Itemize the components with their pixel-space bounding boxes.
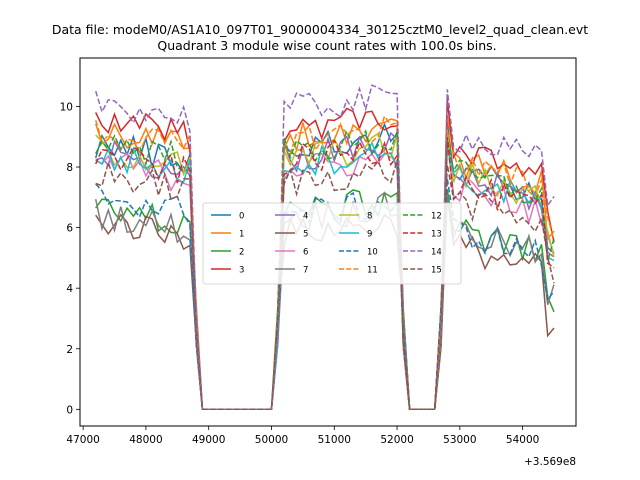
legend-label-12: 12 <box>431 212 442 222</box>
x-axis: 47000 48000 49000 50000 51000 52000 53000 54000 <box>66 426 539 446</box>
x-tick-label: 47000 <box>66 434 99 446</box>
x-offset-label: +3.569e8 <box>524 456 576 468</box>
x-tick-label: 49000 <box>192 434 225 446</box>
series-line-12 <box>95 129 555 411</box>
legend-label-4: 4 <box>303 212 308 222</box>
series-line-3 <box>95 99 555 411</box>
series-line-11 <box>94 114 555 411</box>
legend-label-1: 1 <box>239 230 244 240</box>
legend-label-3: 3 <box>239 266 244 276</box>
y-tick-label: 8 <box>66 162 73 174</box>
legend-label-14: 14 <box>431 248 442 258</box>
plot-frame <box>79 57 577 427</box>
series-line-9 <box>95 141 555 411</box>
legend-label-7: 7 <box>303 266 308 276</box>
legend-label-11: 11 <box>367 266 378 276</box>
legend-box <box>202 202 462 285</box>
y-tick-label: 4 <box>66 283 73 295</box>
legend-label-9: 9 <box>367 230 372 240</box>
legend-label-2: 2 <box>239 248 244 258</box>
chart-title: Quadrant 3 module wise count rates with … <box>157 38 496 53</box>
y-tick-label: 6 <box>66 223 73 235</box>
legend-label-13: 13 <box>431 230 442 240</box>
y-tick-label: 0 <box>66 404 73 416</box>
legend-label-10: 10 <box>367 248 378 258</box>
legend-label-15: 15 <box>431 266 442 276</box>
y-axis: 0 2 4 6 8 10 <box>60 101 80 416</box>
series-line-6 <box>95 138 555 411</box>
x-tick-label: 51000 <box>318 434 351 446</box>
series-line-10 <box>95 178 555 411</box>
legend-label-0: 0 <box>239 212 244 222</box>
y-tick-label: 2 <box>66 344 73 356</box>
x-tick-label: 48000 <box>129 434 162 446</box>
figure-suptitle: Data file: modeM0/AS1A10_097T01_90000043… <box>52 22 588 37</box>
plot-lines <box>94 84 555 411</box>
x-tick-label: 52000 <box>380 434 413 446</box>
legend-label-8: 8 <box>367 212 372 222</box>
legend-label-5: 5 <box>303 230 308 240</box>
x-tick-label: 54000 <box>506 434 539 446</box>
y-tick-label: 10 <box>60 101 73 113</box>
series-line-14 <box>94 84 555 411</box>
x-tick-label: 50000 <box>255 434 288 446</box>
x-tick-label: 53000 <box>443 434 476 446</box>
legend-label-6: 6 <box>303 248 308 258</box>
